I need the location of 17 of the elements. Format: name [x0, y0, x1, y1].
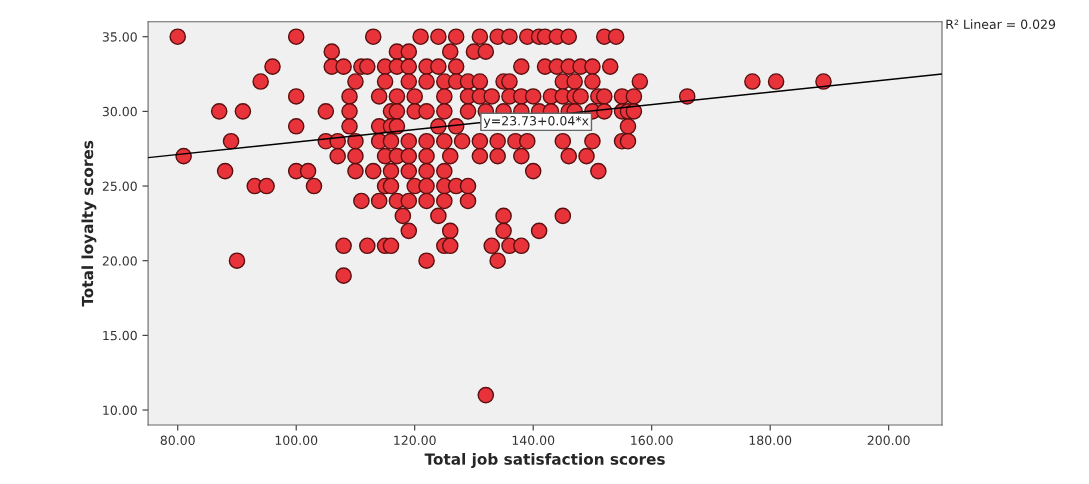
- x-tick-label: 200.00: [867, 435, 910, 446]
- y-tick-label: 25.00: [102, 181, 137, 191]
- x-tick-label: 180.00: [749, 435, 792, 446]
- x-tick-label: 120.00: [394, 435, 436, 446]
- x-tick-label: 160.00: [631, 435, 673, 446]
- x-tick-label: 100.00: [275, 435, 318, 446]
- annotation: y=23.73+0.04*x: [483, 116, 589, 128]
- y-tick-label: 10.00: [103, 405, 137, 415]
- text: R² Linear = 0.029: [946, 19, 1056, 30]
- x-axis-title: Total job satisfaction scores: [424, 453, 665, 468]
- x-tick-label: 80.00: [160, 435, 195, 446]
- y-tick-label: 30.00: [102, 106, 137, 117]
- y-axis-title: Total loyalty scores: [81, 140, 97, 307]
- y-tick-label: 20.00: [102, 256, 137, 266]
- y-tick-label: 15.00: [103, 330, 137, 341]
- x-tick-label: 140.00: [512, 435, 555, 446]
- y-tick-label: 35.00: [102, 32, 137, 42]
